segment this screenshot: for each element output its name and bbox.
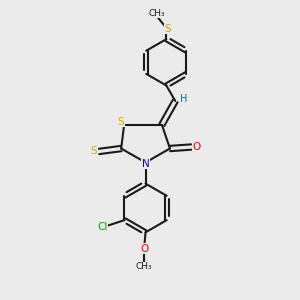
- Text: O: O: [192, 142, 200, 152]
- Text: CH₃: CH₃: [136, 262, 152, 271]
- Text: S: S: [91, 146, 97, 157]
- Text: H: H: [181, 94, 188, 104]
- Text: Cl: Cl: [98, 222, 108, 232]
- Text: S: S: [164, 24, 171, 34]
- Text: O: O: [140, 244, 148, 254]
- Text: S: S: [118, 117, 124, 127]
- Text: CH₃: CH₃: [148, 9, 165, 18]
- Text: N: N: [142, 159, 149, 169]
